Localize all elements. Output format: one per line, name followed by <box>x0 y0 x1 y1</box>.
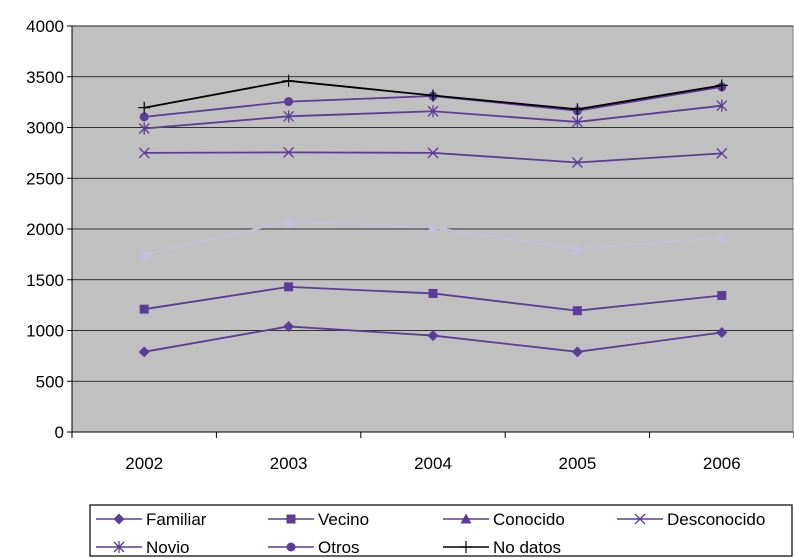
legend-marker-otros <box>286 542 296 552</box>
legend-label: Otros <box>318 538 360 557</box>
data-point-conocido <box>138 249 150 260</box>
data-point-novio <box>716 99 728 112</box>
data-point-novio <box>427 105 439 118</box>
legend-item-familiar: Familiar <box>96 510 207 529</box>
x-tick-label: 2002 <box>125 454 163 473</box>
data-point-desconocido <box>138 147 150 159</box>
legend-item-desconocido: Desconocido <box>617 510 765 529</box>
data-point-familiar <box>283 320 295 332</box>
series-no-datos <box>138 74 728 116</box>
legend: Familiar Vecino Conocido Desconocido Novio Ot… <box>89 504 793 557</box>
x-tick-label: 2003 <box>270 454 308 473</box>
legend-marker-novio <box>113 541 125 553</box>
y-tick-label: 2500 <box>26 169 64 188</box>
gridlines <box>67 25 793 433</box>
legend-label: Vecino <box>318 510 369 529</box>
y-tick-label: 1000 <box>26 322 64 341</box>
legend-marker-desconocido <box>634 513 646 525</box>
legend-label: Desconocido <box>667 510 765 529</box>
series-novio <box>138 99 728 135</box>
series-group <box>138 74 728 358</box>
data-point-vecino <box>572 306 582 316</box>
x-tick-label: 2006 <box>703 454 741 473</box>
data-point-novio <box>283 110 295 123</box>
data-point-familiar <box>427 330 439 342</box>
data-point-desconocido <box>427 147 439 159</box>
y-tick-label: 500 <box>36 372 64 391</box>
legend-item-no-datos: No datos <box>443 538 561 557</box>
data-point-vecino <box>428 288 438 298</box>
data-point-vecino <box>139 304 149 314</box>
series-vecino <box>139 282 727 316</box>
data-point-no-datos <box>715 79 728 92</box>
legend-marker-familiar <box>113 513 125 525</box>
y-tick-label: 2000 <box>26 220 64 239</box>
data-point-otros <box>284 97 294 107</box>
data-point-familiar <box>571 346 583 358</box>
data-point-novio <box>138 122 150 135</box>
data-point-desconocido <box>716 147 728 159</box>
x-axis-tick-labels: 2002 2003 2004 2005 2006 <box>125 454 740 473</box>
legend-label: Novio <box>146 538 189 557</box>
legend-marker-conocido <box>460 513 472 524</box>
data-point-novio <box>571 115 583 128</box>
data-point-otros <box>139 112 149 122</box>
data-point-vecino <box>284 282 294 292</box>
legend-marker-no-datos <box>460 541 472 553</box>
data-point-no-datos <box>138 101 151 114</box>
series-desconocido <box>138 146 728 168</box>
data-point-familiar <box>138 346 150 358</box>
legend-label: No datos <box>493 538 561 557</box>
series-familiar <box>138 320 728 358</box>
data-point-vecino <box>717 290 727 300</box>
legend-item-otros: Otros <box>268 538 360 557</box>
y-tick-label: 3500 <box>26 68 64 87</box>
legend-item-novio: Novio <box>96 538 189 557</box>
y-tick-label: 0 <box>55 423 64 442</box>
x-tick-label: 2005 <box>558 454 596 473</box>
y-tick-label: 4000 <box>26 17 64 36</box>
legend-marker-vecino <box>286 514 296 524</box>
data-point-no-datos <box>571 103 584 116</box>
data-point-conocido <box>427 221 439 232</box>
data-point-conocido <box>716 231 728 242</box>
axes <box>71 26 794 438</box>
y-axis-tick-labels: 0 500 1000 1500 2000 2500 3000 3500 4000 <box>26 17 64 442</box>
y-tick-label: 3000 <box>26 119 64 138</box>
x-tick-label: 2004 <box>414 454 452 473</box>
series-conocido <box>138 215 728 260</box>
data-point-desconocido <box>571 157 583 168</box>
legend-label: Familiar <box>146 510 207 529</box>
data-point-no-datos <box>427 89 439 102</box>
legend-label: Conocido <box>493 510 565 529</box>
data-point-conocido <box>571 243 583 254</box>
legend-item-vecino: Vecino <box>268 510 369 529</box>
data-point-desconocido <box>283 146 295 158</box>
data-point-familiar <box>716 327 728 339</box>
data-point-no-datos <box>282 74 295 87</box>
y-tick-label: 1500 <box>26 271 64 290</box>
data-point-conocido <box>283 215 295 226</box>
legend-box <box>89 504 793 557</box>
legend-item-conocido: Conocido <box>443 510 565 529</box>
